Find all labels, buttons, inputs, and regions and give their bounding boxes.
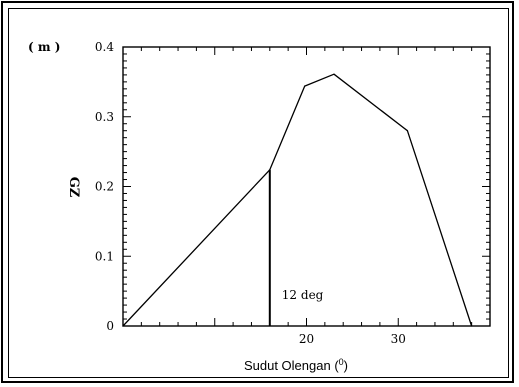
tick-labels: 0 0.1 0.2 0.3 0.4 20 30: [95, 40, 406, 346]
series-group: 12 deg: [122, 73, 473, 327]
data-point: [406, 130, 409, 132]
data-point: [304, 85, 306, 87]
annotation-label: 12 deg: [282, 288, 324, 302]
y-tick-label: 0.2: [95, 180, 114, 194]
x-tick-label: 30: [391, 332, 406, 346]
outer-frame: [1, 1, 514, 383]
plot-frame: [122, 46, 491, 327]
data-point: [471, 325, 473, 327]
y-tick-label: 0.4: [95, 40, 114, 54]
data-point: [122, 325, 124, 327]
y-tick-label: 0.3: [95, 110, 114, 124]
x-axis-label: Sudut Olengan (0): [244, 357, 348, 373]
plot-axes: [122, 46, 491, 327]
y-tick-label: 0.1: [95, 249, 114, 263]
y-axis-label: GZ: [66, 177, 81, 198]
x-axis-label-suffix: ): [344, 358, 348, 373]
y-unit-label: ( m ): [28, 40, 60, 54]
series-line: [122, 73, 473, 327]
inner-frame: [8, 8, 509, 378]
x-tick-label: 20: [299, 332, 314, 346]
x-axis-label-main: Sudut Olengan (: [244, 358, 339, 373]
y-tick-label: 0: [106, 319, 114, 333]
x-axis-label-sup: 0: [339, 357, 344, 367]
data-point: [333, 73, 335, 75]
tick-marks: [123, 47, 490, 326]
